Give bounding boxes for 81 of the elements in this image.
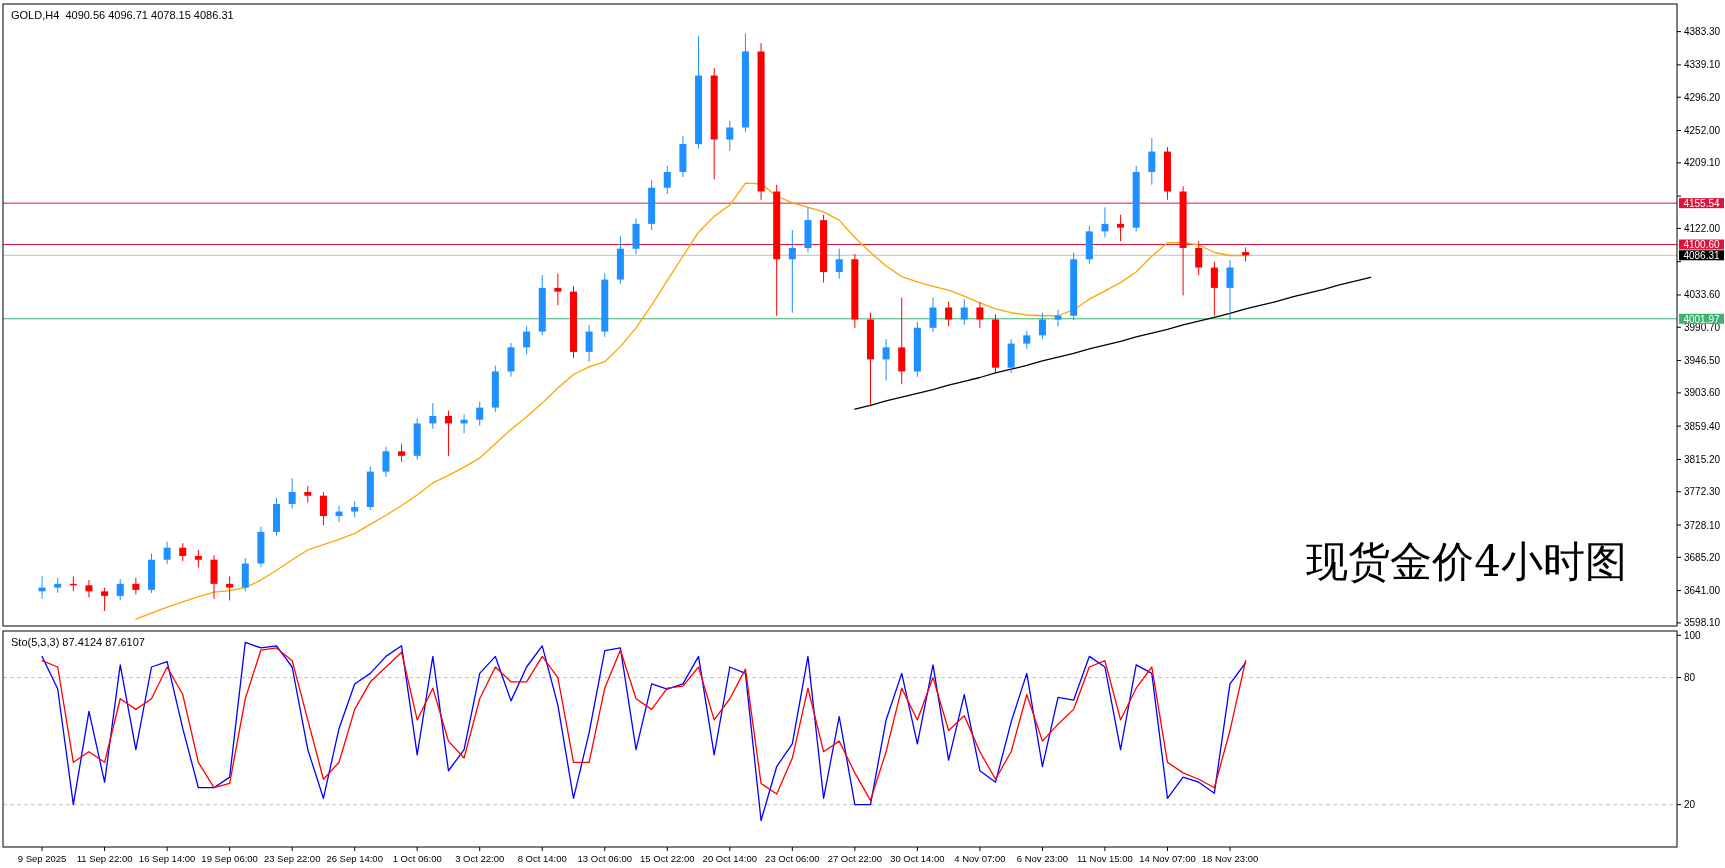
x-tick-label: 1 Oct 06:00 — [392, 853, 442, 864]
candlestick — [116, 578, 124, 601]
y-tick-label: 3641.00 — [1684, 585, 1721, 597]
x-tick-label: 23 Oct 06:00 — [765, 853, 820, 864]
candlestick — [960, 298, 968, 326]
candlestick — [1023, 330, 1031, 350]
line-series — [854, 276, 1372, 410]
x-tick-label: 11 Nov 15:00 — [1077, 853, 1133, 864]
y-tick-label: 3946.50 — [1684, 355, 1721, 367]
candlestick — [1226, 259, 1234, 321]
x-tick-label: 15 Oct 22:00 — [640, 853, 695, 864]
candlestick — [945, 300, 953, 327]
text: GOLD,H4 4090.56 4096.71 4078.15 4086.31 — [11, 9, 234, 21]
candlestick — [382, 446, 390, 478]
x-tick-label: 23 Sep 22:00 — [263, 853, 321, 864]
ref-line-label: 4155.54 — [1683, 197, 1721, 209]
y-tick-label: 3685.20 — [1684, 551, 1721, 563]
candlestick — [444, 410, 452, 457]
y-tick-label: 4122.00 — [1684, 222, 1721, 234]
y-tick-label: 3772.30 — [1684, 486, 1721, 498]
candlestick — [726, 120, 734, 152]
candlestick — [476, 401, 484, 427]
candlestick — [85, 579, 93, 598]
candlestick — [163, 541, 171, 565]
candlestick — [179, 542, 187, 562]
y-tick-label: 80 — [1684, 672, 1696, 684]
y-tick-label: 3859.40 — [1684, 420, 1721, 432]
y-tick-label: 4252.00 — [1684, 125, 1721, 137]
y-tick-label: 4339.10 — [1684, 59, 1721, 71]
candlestick — [523, 325, 531, 355]
candlestick — [1148, 137, 1156, 186]
y-tick-label: 20 — [1684, 799, 1696, 811]
candlestick — [319, 491, 327, 526]
x-tick-label: 4 Nov 07:00 — [954, 853, 1006, 864]
y-tick-label: 3903.60 — [1684, 387, 1721, 399]
candlestick — [226, 575, 234, 601]
candlestick — [429, 402, 437, 430]
y-tick-label: 4296.20 — [1684, 91, 1721, 103]
x-tick-label: 19 Sep 06:00 — [201, 853, 258, 864]
x-tick-label: 16 Sep 14:00 — [138, 853, 196, 864]
x-tick-label: 13 Oct 06:00 — [577, 853, 632, 864]
y-tick-label: 4383.30 — [1684, 26, 1721, 38]
candlestick — [585, 324, 593, 363]
candlestick — [1038, 312, 1046, 340]
x-tick-label: 14 Nov 07:00 — [1139, 853, 1196, 864]
x-tick-label: 30 Oct 14:00 — [890, 853, 945, 864]
candlestick — [788, 229, 796, 314]
y-tick-label: 3728.10 — [1684, 519, 1721, 531]
ref-line-label: 4100.60 — [1683, 239, 1721, 251]
y-tick-label: 100 — [1684, 629, 1702, 641]
candlestick — [976, 301, 984, 329]
x-tick-label: 20 Oct 14:00 — [702, 853, 758, 864]
candlestick — [1054, 309, 1062, 327]
candlestick — [929, 297, 937, 333]
x-tick-label: 9 Sep 2025 — [17, 853, 67, 864]
candlestick — [663, 165, 671, 195]
x-tick-label: 8 Oct 14:00 — [517, 853, 567, 864]
x-tick-label: 26 Sep 14:00 — [326, 853, 383, 864]
x-tick-label: 18 Nov 23:00 — [1201, 853, 1259, 864]
annotation: 现货金价4小时图 — [1306, 537, 1627, 586]
candlestick — [1101, 206, 1109, 238]
x-tick-label: 27 Oct 22:00 — [827, 853, 883, 864]
candlestick — [288, 477, 296, 510]
y-tick-label: 4033.60 — [1684, 289, 1721, 301]
y-tick-label: 3598.10 — [1684, 617, 1721, 629]
y-tick-label: 3815.20 — [1684, 453, 1721, 465]
ref-line-label: 4086.31 — [1683, 250, 1721, 262]
x-tick-label: 3 Oct 22:00 — [455, 853, 505, 864]
candlestick — [1210, 261, 1218, 317]
candlestick — [398, 443, 406, 463]
chart-title: Sto(5,3,3) 87.4124 87.6107 — [11, 636, 145, 648]
candlestick — [1195, 240, 1203, 276]
candlestick — [835, 248, 843, 280]
x-tick-label: 11 Sep 22:00 — [76, 853, 133, 864]
candlestick — [1117, 214, 1125, 242]
candlestick — [554, 273, 562, 306]
candlestick — [882, 338, 890, 382]
x-tick-label: 6 Nov 23:00 — [1016, 853, 1069, 864]
candlestick — [132, 577, 140, 595]
candlestick — [101, 587, 109, 612]
y-tick-label: 4209.10 — [1684, 157, 1721, 169]
